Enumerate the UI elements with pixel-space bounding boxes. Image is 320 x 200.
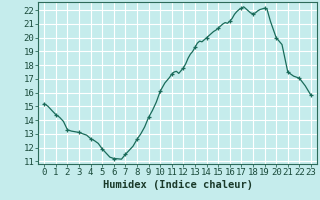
X-axis label: Humidex (Indice chaleur): Humidex (Indice chaleur) bbox=[103, 180, 252, 190]
